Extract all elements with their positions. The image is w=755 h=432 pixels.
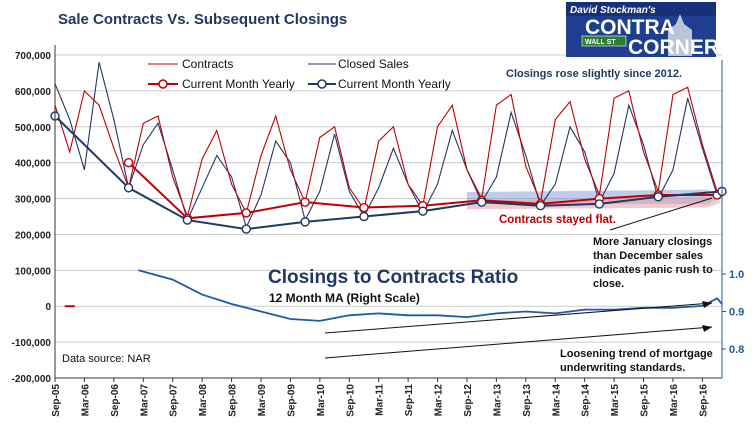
legend-label-closed-sales: Closed Sales [338, 57, 409, 71]
chart-title: Sale Contracts Vs. Subsequent Closings [58, 11, 347, 28]
series-line-contracts [54, 86, 723, 219]
y-tick-label-left: 500,000 [15, 123, 52, 134]
x-tick-label: Sep-06 [110, 384, 121, 417]
label-layer: 700,000 600,000 500,000 400,000 300,000 200,0… [12, 51, 745, 417]
x-tick-label: Sep-14 [581, 384, 592, 417]
x-tick-label: Mar-13 [492, 384, 503, 417]
x-tick-label: Mar-09 [257, 384, 268, 417]
trend-note-line-2: underwriting standards. [560, 362, 685, 374]
legend: Contracts Closed Sales Current Month Yea… [148, 57, 451, 91]
point-closed-yearly [418, 206, 428, 216]
capitol-dome-icon [668, 14, 692, 56]
street-sign-icon [581, 35, 627, 47]
axis-layer [54, 45, 726, 382]
trend-channel-upper [324, 302, 713, 334]
x-tick-label: Mar-16 [669, 384, 680, 417]
point-closed-yearly [476, 197, 487, 207]
trend-channel-upper-arrowhead [702, 301, 712, 308]
street-sign-text: WALL ST [585, 39, 616, 46]
january-note-line-1: More January closings [593, 236, 712, 248]
logo-line-2: CONTRA [585, 16, 675, 39]
point-closed-yearly [241, 224, 251, 234]
x-tick-label: Mar-12 [434, 384, 445, 417]
y-tick-label-left: 400,000 [15, 159, 52, 170]
january-note-pointer [609, 197, 713, 231]
point-closed-yearly [300, 217, 310, 227]
january-note-line-3: indicates panic rush to [593, 264, 713, 276]
series-line-closed-sales [54, 62, 723, 229]
point-contracts-yearly [241, 208, 251, 218]
x-tick-label: Sep-10 [345, 384, 356, 417]
data-source-note: Data source: NAR [62, 353, 151, 365]
legend-marker-closed-yearly [317, 79, 327, 89]
y-tick-label-right: 0.9 [729, 307, 744, 319]
point-contracts-yearly [300, 197, 310, 207]
logo-line-3: CORNER [628, 36, 719, 59]
annotation-contracts-flat: Contracts stayed flat. [499, 214, 616, 226]
x-tick-label: Mar-11 [375, 384, 386, 416]
y-tick-label-left: 100,000 [15, 266, 52, 277]
legend-marker-contracts-yearly [158, 79, 168, 89]
point-closed-yearly [653, 192, 663, 202]
legend-label-closed-yearly: Current Month Yearly [338, 77, 451, 91]
point-contracts-yearly [359, 202, 369, 213]
january-note-line-4: close. [593, 278, 624, 290]
point-contracts-yearly [123, 157, 134, 168]
y-tick-label-left: -200,000 [12, 374, 52, 385]
x-tick-label: Mar-14 [551, 384, 562, 417]
logo-line-1: David Stockman's [570, 5, 656, 16]
y-tick-label-right: 1.0 [729, 269, 744, 281]
x-tick-label: Mar-06 [80, 384, 91, 417]
x-tick-label: Sep-16 [698, 384, 709, 417]
y-tick-label-left: -100,000 [12, 338, 52, 349]
logo-banner [566, 2, 716, 16]
annotation-closings-rose: Closings rose slightly since 2012. [506, 68, 682, 80]
legend-label-contracts: Contracts [182, 57, 233, 71]
trend-channel-lower-arrowhead [702, 325, 712, 332]
x-tick-label: Sep-09 [286, 384, 297, 417]
x-tick-label: Sep-12 [463, 384, 474, 417]
point-closed-yearly [535, 201, 546, 211]
point-closed-yearly [594, 199, 605, 209]
january-note-line-2: than December sales [593, 250, 703, 262]
x-tick-label: Mar-10 [316, 384, 327, 417]
annotation-trend-note: Loosening trend of mortgage underwriting… [560, 348, 713, 374]
point-closed-yearly [182, 215, 193, 225]
y-tick-label-left: 300,000 [15, 195, 52, 206]
series-line-closed-yearly [54, 115, 723, 231]
point-closed-yearly [359, 211, 369, 222]
x-tick-label: Mar-08 [198, 384, 209, 417]
point-closed-yearly [123, 183, 134, 193]
ratio-title: Closings to Contracts Ratio [268, 267, 518, 288]
x-tick-label: Mar-07 [139, 384, 150, 417]
y-tick-label-left: 0 [45, 302, 51, 313]
x-tick-label: Sep-07 [169, 384, 180, 417]
y-tick-label-right: 0.8 [729, 344, 744, 356]
trend-note-line-1: Loosening trend of mortgage [560, 348, 713, 360]
y-tick-label-left: 200,000 [15, 230, 52, 241]
x-tick-label: Sep-11 [404, 384, 415, 417]
x-tick-label: Sep-15 [640, 384, 651, 417]
x-tick-label: Sep-08 [228, 384, 239, 417]
y-tick-label-left: 600,000 [15, 87, 52, 98]
series-layer [50, 62, 727, 322]
series-line-ratio [138, 269, 723, 322]
trend-channel-lower [324, 326, 713, 359]
annotation-january-note: More January closings than December sale… [593, 236, 713, 290]
x-tick-label: Sep-13 [522, 384, 533, 417]
x-tick-label: Mar-15 [610, 384, 621, 417]
y-tick-label-left: 700,000 [15, 51, 52, 62]
ratio-subtitle: 12 Month MA (Right Scale) [269, 291, 420, 305]
legend-label-contracts-yearly: Current Month Yearly [182, 77, 295, 91]
contra-corner-logo: WALL ST David Stockman's CONTRA CORNER [566, 2, 719, 59]
x-tick-label: Sep-05 [51, 384, 62, 417]
